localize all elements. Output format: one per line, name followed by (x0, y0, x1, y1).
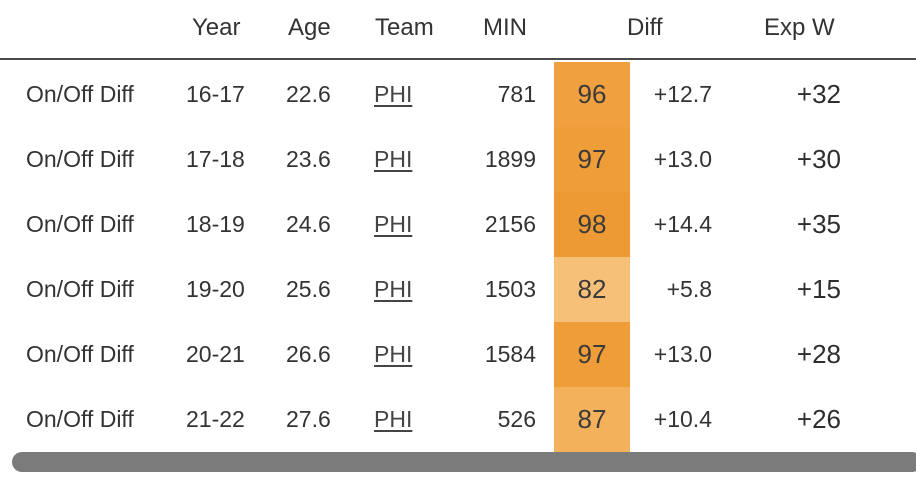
horizontal-scrollbar-thumb[interactable] (12, 452, 916, 472)
header-exp-w[interactable]: Exp W (764, 14, 835, 41)
team-link[interactable]: PHI (374, 406, 413, 432)
header-team[interactable]: Team (375, 14, 434, 41)
table-row: On/Off Diff 20-21 26.6 PHI 1584 97 +13.0 +28 (0, 322, 916, 387)
percentile-cell: 97 (554, 127, 630, 192)
table-row: On/Off Diff 19-20 25.6 PHI 1503 82 +5.8 +15 (0, 257, 916, 322)
exp-w-value: +28 (796, 339, 841, 369)
minutes-value: 2156 (484, 211, 536, 237)
header-diff[interactable]: Diff (627, 14, 663, 41)
exp-w-value: +35 (796, 209, 841, 239)
season-year: 21-22 (186, 406, 245, 432)
minutes-value: 526 (497, 406, 536, 432)
season-year: 16-17 (186, 81, 245, 107)
team-link[interactable]: PHI (374, 81, 413, 107)
season-year: 18-19 (186, 211, 245, 237)
table-row: On/Off Diff 17-18 23.6 PHI 1899 97 +13.0 +30 (0, 127, 916, 192)
table-row: On/Off Diff 18-19 24.6 PHI 2156 98 +14.4 +35 (0, 192, 916, 257)
diff-value: +12.7 (653, 81, 712, 107)
minutes-value: 781 (497, 81, 536, 107)
diff-value: +13.0 (653, 146, 712, 172)
player-age: 27.6 (286, 406, 331, 432)
season-year: 19-20 (186, 276, 245, 302)
stat-label: On/Off Diff (26, 406, 134, 432)
percentile-cell: 87 (554, 387, 630, 452)
player-age: 25.6 (286, 276, 331, 302)
exp-w-value: +30 (796, 144, 841, 174)
player-age: 26.6 (286, 341, 331, 367)
diff-value: +10.4 (653, 406, 712, 432)
stat-label: On/Off Diff (26, 146, 134, 172)
minutes-value: 1503 (484, 276, 536, 302)
stat-label: On/Off Diff (26, 81, 134, 107)
diff-value: +14.4 (653, 211, 712, 237)
table-row: On/Off Diff 21-22 27.6 PHI 526 87 +10.4 +26 (0, 387, 916, 452)
minutes-value: 1584 (484, 341, 536, 367)
percentile-cell: 96 (554, 62, 630, 127)
exp-w-value: +26 (796, 404, 841, 434)
percentile-cell: 97 (554, 322, 630, 387)
exp-w-value: +32 (796, 79, 841, 109)
stat-label: On/Off Diff (26, 211, 134, 237)
stat-label: On/Off Diff (26, 341, 134, 367)
stat-label: On/Off Diff (26, 276, 134, 302)
diff-value: +13.0 (653, 341, 712, 367)
header-age[interactable]: Age (288, 14, 331, 41)
team-link[interactable]: PHI (374, 211, 413, 237)
table-row: On/Off Diff 16-17 22.6 PHI 781 96 +12.7 +32 (0, 62, 916, 127)
header-year[interactable]: Year (192, 14, 241, 41)
season-year: 20-21 (186, 341, 245, 367)
team-link[interactable]: PHI (374, 146, 413, 172)
percentile-cell: 82 (554, 257, 630, 322)
minutes-value: 1899 (484, 146, 536, 172)
player-age: 22.6 (286, 81, 331, 107)
header-min[interactable]: MIN (483, 14, 527, 41)
table-header: Year Age Team MIN Diff Exp W (0, 0, 916, 60)
team-link[interactable]: PHI (374, 341, 413, 367)
player-age: 24.6 (286, 211, 331, 237)
player-age: 23.6 (286, 146, 331, 172)
diff-value: +5.8 (666, 276, 712, 302)
percentile-cell: 98 (554, 192, 630, 257)
season-year: 17-18 (186, 146, 245, 172)
exp-w-value: +15 (796, 274, 841, 304)
team-link[interactable]: PHI (374, 276, 413, 302)
